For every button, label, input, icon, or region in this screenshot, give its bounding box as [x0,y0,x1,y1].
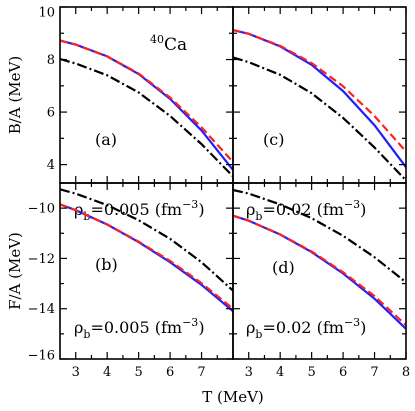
y-tick-label: 10 [38,6,55,21]
nucleus-label: 40Ca [150,33,187,55]
x-tick-label: 3 [72,365,80,380]
series-line-2 [59,203,234,310]
y-axis-label: F/A (MeV) [6,232,24,310]
series-line-3 [232,56,407,182]
panel-b: −10 −12 −14 −16 F/A (MeV) (b) ρb=0.005 (fm−3) [6,182,234,364]
panel-tag: (a) [95,130,117,149]
y-axis-label: B/A (MeV) [6,56,24,134]
series-line-1 [232,214,407,330]
x-tick-label: 4 [103,365,111,380]
panel-frame [59,6,234,184]
panel-d: (d) ρb=0.02 (fm−3) [232,182,407,360]
series-line-3 [232,188,407,284]
density-label: ρb=0.02 (fm−3) [246,316,366,341]
x-tick-label: 5 [307,365,315,380]
x-tick-label: 4 [276,365,284,380]
series-line-2 [59,39,234,163]
series-line-2 [232,29,407,153]
x-tick-label: 7 [197,365,205,380]
panel-frame [232,182,407,360]
y-tick-label: −10 [28,202,55,217]
panel-tag: (b) [95,255,118,274]
y-tick-label: −14 [28,302,55,317]
x-tick-label: 3 [245,365,253,380]
x-tick-label: 6 [166,365,174,380]
x-tick-label: 6 [339,365,347,380]
y-tick-label: −12 [28,252,55,267]
y-tick-label: 6 [47,106,55,121]
panel-tag: (c) [263,130,284,149]
density-label: ρb=0.005 (fm−3) [74,316,205,341]
panel-frame [232,6,407,184]
series-line-3 [59,57,234,178]
y-tick-label: 8 [47,53,55,68]
panel-c: (c) ρb=0.02 (fm−3) [232,6,407,223]
y-tick-label: 4 [47,158,55,173]
density-label: ρb=0.02 (fm−3) [246,198,366,223]
x-axis-label: T (MeV) [202,388,264,406]
x-tick-label: 5 [134,365,142,380]
y-tick-label: −16 [28,349,55,364]
x-tick-label: 7 [370,365,378,380]
panel-tag: (d) [272,258,295,277]
x-tick-label: 8 [402,365,410,380]
series-line-2 [232,214,407,326]
